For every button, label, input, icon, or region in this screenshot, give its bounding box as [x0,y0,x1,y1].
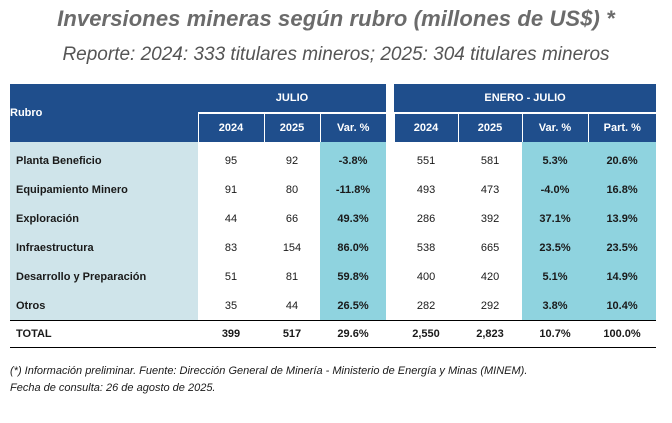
cell: 581 [480,154,500,167]
cell: 665 [480,241,500,254]
table-row: Otros 35 44 26.5% 282 292 3.8% 10.4% [10,291,657,321]
page-subtitle: Reporte: 2024: 333 titulares mineros; 20… [62,44,610,65]
total-cell: 517 [264,320,320,348]
cell: 83 [224,241,238,254]
cell: 282 [416,299,436,312]
cell: 80 [285,183,299,196]
col-header: Part. % [587,113,657,142]
investment-table: Rubro JULIO ENERO - JULIO 2024 2025 Var.… [10,84,657,348]
total-label: TOTAL [10,320,198,348]
cell: 538 [416,241,436,254]
col-header: 2024 [197,113,264,142]
cell: 292 [480,299,500,312]
cell: 420 [480,270,500,283]
cell-part: 23.5% [588,233,657,262]
table-row: Desarrollo y Preparación 51 81 59.8% 400… [10,262,657,291]
cell-part: 13.9% [588,204,657,233]
col-header: 2024 [393,113,459,142]
total-row: TOTAL 399 517 29.6% 2,550 2,823 10.7% 10… [10,320,657,348]
row-name: Infraestructura [10,233,198,262]
total-cell: 10.7% [522,320,589,348]
cell-var: 23.5% [522,233,589,262]
cell: 91 [224,183,238,196]
julio-group-header: JULIO [198,84,387,114]
cell: 473 [480,183,500,196]
table-row: Equipamiento Minero 91 80 -11.8% 493 473… [10,175,657,204]
row-name: Equipamiento Minero [10,175,198,204]
row-name: Exploración [10,204,198,233]
row-name: Planta Beneficio [10,142,198,175]
cell-var: 86.0% [320,233,387,262]
cell-part: 10.4% [588,291,657,321]
footnote: (*) Información preliminar. Fuente: Dire… [10,363,660,397]
cell: 154 [282,241,302,254]
cell-var: 37.1% [522,204,589,233]
cell: 400 [416,270,436,283]
enero-julio-group-header: ENERO - JULIO [394,84,657,114]
cell: 92 [285,154,299,167]
cell: 44 [285,299,299,312]
col-header: Var. % [319,113,387,142]
cell-var: 59.8% [320,262,387,291]
row-name: Otros [10,291,198,321]
total-cell: 100.0% [588,320,657,348]
col-header: 2025 [457,113,523,142]
total-cell: 29.6% [320,320,387,348]
footnote-source: (*) Información preliminar. Fuente: Dire… [10,365,528,377]
cell-var: 3.8% [522,291,589,321]
cell: 35 [224,299,238,312]
row-name: Desarrollo y Preparación [10,262,198,291]
table-row: Exploración 44 66 49.3% 286 392 37.1% 13… [10,204,657,233]
total-cell: 2,823 [458,320,523,348]
table-row: Infraestructura 83 154 86.0% 538 665 23.… [10,233,657,262]
cell-var: 26.5% [320,291,387,321]
cell: 392 [480,212,500,225]
col-header: Var. % [521,113,589,142]
page-title: Inversiones mineras según rubro (millone… [57,6,615,31]
cell: 81 [285,270,299,283]
cell-part: 20.6% [588,142,657,175]
cell-var: 5.3% [522,142,589,175]
cell-part: 16.8% [588,175,657,204]
cell: 51 [224,270,238,283]
cell: 66 [285,212,299,225]
cell-var: 5.1% [522,262,589,291]
cell-var: -3.8% [320,142,387,175]
cell-var: -11.8% [320,175,387,204]
total-cell: 399 [198,320,264,348]
col-header: 2025 [263,113,320,142]
cell: 286 [416,212,436,225]
total-cell: 2,550 [394,320,459,348]
cell-var: 49.3% [320,204,387,233]
table-row: Planta Beneficio 95 92 -3.8% 551 581 5.3… [10,142,657,175]
cell-var: -4.0% [522,175,589,204]
cell-part: 14.9% [588,262,657,291]
footnote-date: Fecha de consulta: 26 de agosto de 2025. [10,382,216,394]
cell: 95 [224,154,238,167]
cell: 551 [416,154,436,167]
rubro-header: Rubro [10,84,198,142]
cell: 493 [416,183,436,196]
cell: 44 [224,212,238,225]
